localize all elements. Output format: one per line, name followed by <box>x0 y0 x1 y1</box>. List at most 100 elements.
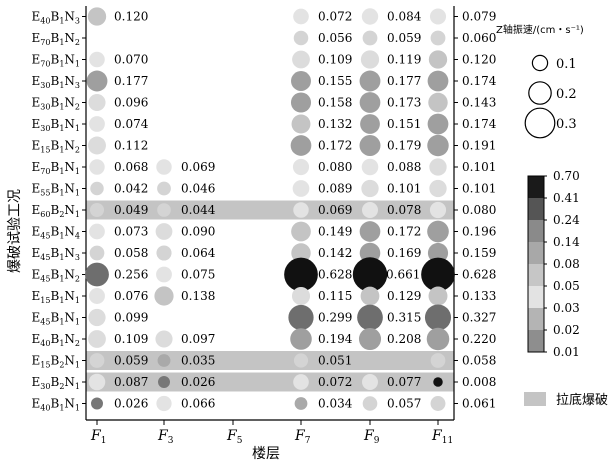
bubble-r0-c0 <box>87 7 107 26</box>
y-tick-label-8: E55​B1​N1​ <box>32 182 80 198</box>
y-tick-label-3: E30​B1​N3​ <box>32 74 80 90</box>
bubble-r10-c0 <box>89 223 105 240</box>
value-label-r14-c0: 0.099 <box>114 311 148 325</box>
bubble-r16-c0 <box>89 353 105 368</box>
bubble-r8-c1 <box>157 181 171 196</box>
y-tick-label-14: E45​B1​N1​ <box>32 311 80 327</box>
bubble-r11-c5 <box>427 242 449 264</box>
value-label-r18-c4: 0.057 <box>387 397 421 411</box>
bubble-r17-c3 <box>293 374 309 390</box>
bubble-r2-c4 <box>360 50 380 69</box>
x-tick-label-4: F9 <box>363 428 380 446</box>
value-label-r0-c0: 0.120 <box>114 10 148 24</box>
bubble-r17-c4 <box>362 374 378 390</box>
value-label-r10-c4: 0.172 <box>387 225 421 239</box>
x-tick-labels: F1 F3 F5 F7 F9 F11 <box>90 428 453 446</box>
bubble-r6-c4 <box>359 135 381 156</box>
value-label-r15-c3: 0.194 <box>318 332 353 346</box>
right-value-7: 0.101 <box>462 160 496 174</box>
bubble-r18-c1 <box>156 395 172 412</box>
bubble-r0-c4 <box>361 8 379 25</box>
value-labels: 0.120 0.072 0.084 0.056 0.059 0.070 0.109 0.119… <box>114 10 422 411</box>
bubble-r17-c0 <box>88 373 106 391</box>
bubble-r11-c3 <box>291 243 311 263</box>
bubble-r1-c3 <box>293 30 309 46</box>
x-tick-label-2: F5 <box>226 428 243 446</box>
bubble-r8-c5 <box>429 179 447 198</box>
value-label-r1-c3: 0.056 <box>318 31 352 45</box>
right-value-1: 0.060 <box>462 31 496 45</box>
bubble-r18-c5 <box>430 396 446 411</box>
bubble-r0-c5 <box>429 8 447 25</box>
colorbar-label-8: 0.01 <box>553 345 580 359</box>
bubble-r4-c4 <box>359 92 381 113</box>
band-legend: 拉底爆破 <box>524 392 608 408</box>
value-label-r14-c4: 0.315 <box>387 311 421 325</box>
bubble-r17-c5 <box>433 377 443 387</box>
bubble-r12-c4 <box>352 257 388 292</box>
colorbar-label-7: 0.02 <box>553 323 580 337</box>
value-label-r17-c3: 0.072 <box>318 375 352 389</box>
y-tick-label-2: E70​B1​N1​ <box>32 53 80 69</box>
right-value-11: 0.159 <box>462 246 496 260</box>
colorbar-segment-7 <box>528 330 544 352</box>
colorbar-label-3: 0.14 <box>553 235 580 249</box>
bubble-r3-c4 <box>359 70 381 92</box>
bubble-r10-c1 <box>155 223 173 240</box>
value-label-r10-c1: 0.090 <box>181 225 215 239</box>
value-label-r0-c3: 0.072 <box>318 10 352 24</box>
bubble-r13-c1 <box>154 286 174 306</box>
y-tick-label-1: E70​B1​N2​ <box>32 31 80 47</box>
y-tick-label-18: E40​B1​N1​ <box>32 397 80 413</box>
bubble-r16-c1 <box>157 354 171 367</box>
value-label-r6-c0: 0.112 <box>114 139 148 153</box>
bubble-r15-c0 <box>88 330 106 348</box>
value-label-r16-c3: 0.051 <box>318 354 352 368</box>
value-label-r8-c1: 0.046 <box>181 182 215 196</box>
colorbar-label-5: 0.05 <box>553 279 580 293</box>
value-label-r8-c0: 0.042 <box>114 182 148 196</box>
bubble-r17-c1 <box>158 376 170 388</box>
bubble-r0-c3 <box>293 8 309 25</box>
y-tick-label-9: E60​B2​N1​ <box>32 203 80 219</box>
bubble-r14-c4 <box>357 304 383 331</box>
value-label-r2-c4: 0.119 <box>387 53 421 67</box>
y-axis-title: 爆破试验工况 <box>7 189 23 273</box>
right-value-8: 0.101 <box>462 182 496 196</box>
y-tick-label-17: E30​B2​N1​ <box>32 375 80 391</box>
value-label-r4-c4: 0.173 <box>387 96 421 110</box>
bubble-r10-c5 <box>427 220 449 243</box>
bubble-r4-c3 <box>290 92 312 113</box>
bubble-layer <box>85 7 455 412</box>
bubble-r14-c5 <box>424 304 452 331</box>
right-value-2: 0.120 <box>462 53 496 67</box>
colorbar-segment-1 <box>528 198 544 220</box>
value-label-r7-c3: 0.080 <box>318 160 352 174</box>
right-value-14: 0.327 <box>462 311 496 325</box>
bubble-r11-c1 <box>156 245 172 261</box>
bubble-r2-c3 <box>292 50 310 69</box>
value-label-r3-c4: 0.177 <box>387 74 421 88</box>
value-label-r11-c4: 0.169 <box>387 246 421 260</box>
value-label-r18-c1: 0.066 <box>181 397 215 411</box>
value-label-r2-c3: 0.109 <box>318 53 352 67</box>
value-label-r13-c1: 0.138 <box>181 289 215 303</box>
value-label-r11-c3: 0.142 <box>318 246 352 260</box>
colorbar-segment-4 <box>528 264 544 286</box>
bubble-r6-c3 <box>290 135 312 156</box>
right-value-5: 0.174 <box>462 117 497 131</box>
axes-layer <box>82 6 458 425</box>
value-label-r7-c1: 0.069 <box>181 160 215 174</box>
bubble-r15-c5 <box>426 327 450 351</box>
colorbar: 0.70 0.41 0.24 0.14 0.08 0.05 0.03 0.02 0.01 <box>527 169 580 359</box>
bubble-r18-c3 <box>294 397 308 410</box>
value-label-r2-c0: 0.070 <box>114 53 148 67</box>
value-label-r9-c3: 0.069 <box>318 203 352 217</box>
bubble-r3-c5 <box>427 70 449 92</box>
bubble-r14-c3 <box>288 304 314 331</box>
right-value-0: 0.079 <box>462 10 496 24</box>
value-label-r7-c0: 0.068 <box>114 160 148 174</box>
bubble-r9-c5 <box>429 201 447 219</box>
value-label-r11-c1: 0.064 <box>181 246 216 260</box>
